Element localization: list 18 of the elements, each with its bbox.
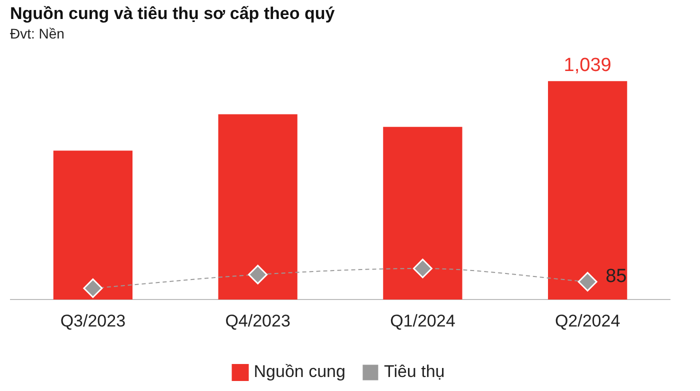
bar xyxy=(53,150,133,300)
point xyxy=(578,272,598,292)
data-label: 85 xyxy=(606,266,627,287)
point xyxy=(83,278,103,298)
point xyxy=(412,258,432,278)
chart-subtitle: Đvt: Nền xyxy=(10,26,64,42)
x-tick-label: Q4/2023 xyxy=(225,311,290,330)
legend-label: Nguồn cung xyxy=(254,362,346,382)
x-tick-label: Q2/2024 xyxy=(554,311,620,330)
chart-title: Nguồn cung và tiêu thụ sơ cấp theo quý xyxy=(10,4,336,23)
x-tick-label: Q1/2024 xyxy=(390,311,456,330)
legend-label: Tiêu thụ xyxy=(384,362,445,382)
point xyxy=(248,264,268,284)
bar xyxy=(548,81,628,300)
x-tick-label: Q3/2023 xyxy=(60,311,126,330)
bar xyxy=(218,114,298,300)
bar xyxy=(383,126,462,300)
data-label: 1,039 xyxy=(564,54,612,76)
